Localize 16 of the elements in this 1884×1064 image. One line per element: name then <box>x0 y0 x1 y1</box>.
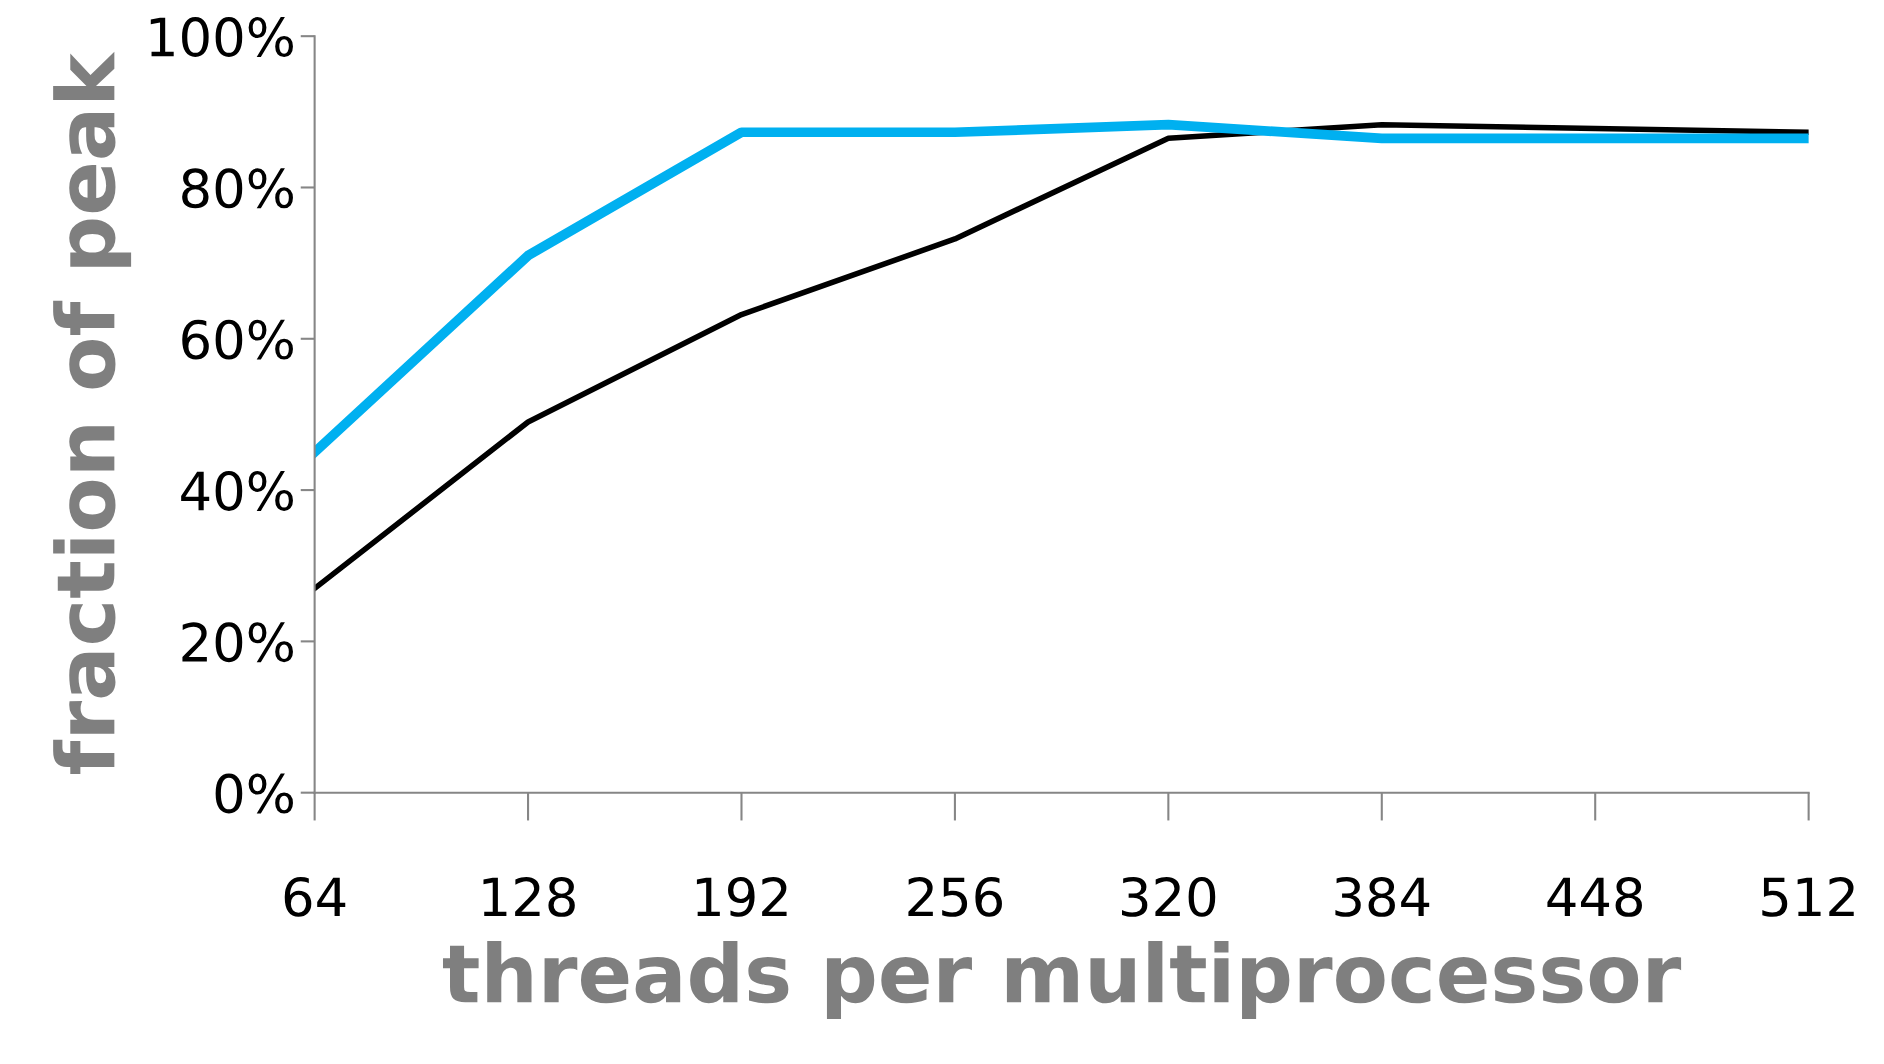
y-tick-label: 80% <box>182 168 293 209</box>
x-tick-label: 192 <box>696 876 787 917</box>
x-tick-label: 448 <box>1547 876 1642 917</box>
y-tick-label: 60% <box>182 319 293 360</box>
x-tick-label: 512 <box>1762 876 1854 917</box>
y-tick-label: 100% <box>150 17 293 57</box>
y-tick-label: 0% <box>215 773 293 814</box>
y-tick-label: 40% <box>181 470 293 511</box>
x-tick-label: 384 <box>1335 876 1430 917</box>
x-axis-title: threads per multiprocessor <box>443 940 1682 1019</box>
x-tick-label: 128 <box>483 876 575 917</box>
x-tick-label: 320 <box>1122 876 1216 917</box>
x-tick-label: 64 <box>284 876 346 917</box>
x-tick-label: 256 <box>908 876 1002 917</box>
y-axis-title: fraction of peak <box>53 51 132 775</box>
y-tick-label: 20% <box>182 622 293 663</box>
